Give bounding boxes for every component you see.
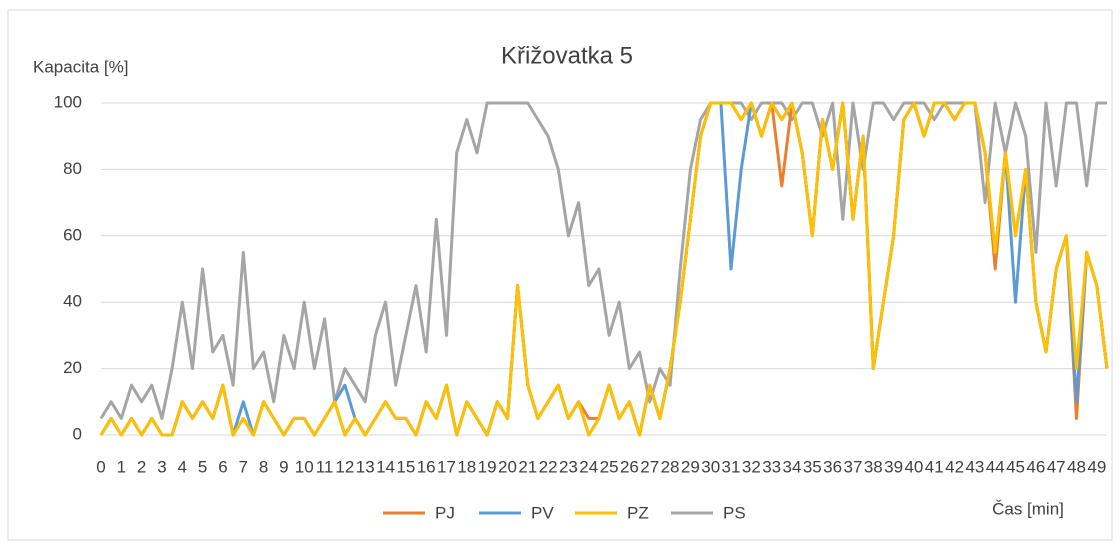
x-tick-label: 39	[884, 457, 903, 476]
x-tick-label: 6	[218, 457, 227, 476]
x-tick-label: 49	[1087, 457, 1106, 476]
x-tick-label: 2	[137, 457, 146, 476]
y-axis-title: Kapacita [%]	[33, 57, 128, 76]
x-tick-label: 46	[1026, 457, 1045, 476]
x-tick-label: 43	[965, 457, 984, 476]
x-tick-label: 27	[640, 457, 659, 476]
chart-border	[7, 9, 1113, 541]
x-tick-label: 33	[762, 457, 781, 476]
y-tick-label: 0	[73, 424, 82, 443]
x-tick-label: 14	[376, 457, 395, 476]
x-axis-title: Čas [min]	[992, 499, 1064, 518]
x-tick-label: 18	[457, 457, 476, 476]
x-tick-label: 12	[335, 457, 354, 476]
x-tick-label: 3	[157, 457, 166, 476]
x-tick-label: 41	[925, 457, 944, 476]
data-line	[99, 101, 1109, 437]
x-tick-label: 1	[117, 457, 126, 476]
x-tick-label: 31	[722, 457, 741, 476]
y-tick-label: 40	[63, 292, 82, 311]
x-tick-label: 9	[279, 457, 288, 476]
x-tick-label: 37	[843, 457, 862, 476]
x-tick-label: 38	[864, 457, 883, 476]
x-tick-label: 17	[437, 457, 456, 476]
x-tick-label: 10	[295, 457, 314, 476]
x-tick-label: 28	[661, 457, 680, 476]
x-tick-label: 35	[803, 457, 822, 476]
legend-label: PV	[531, 503, 554, 522]
x-tick-label: 24	[579, 457, 598, 476]
x-tick-label: 11	[316, 457, 334, 476]
x-tick-label: 34	[783, 457, 802, 476]
x-tick-label: 20	[498, 457, 517, 476]
x-tick-label: 30	[701, 457, 720, 476]
x-tick-label: 0	[96, 457, 105, 476]
x-tick-label: 29	[681, 457, 700, 476]
y-tick-label: 80	[63, 159, 82, 178]
y-tick-label: 20	[63, 358, 82, 377]
legend-label: PJ	[435, 503, 455, 522]
x-tick-label: 36	[823, 457, 842, 476]
x-tick-label: 44	[986, 457, 1005, 476]
x-tick-label: 25	[600, 457, 619, 476]
x-tick-label: 7	[239, 457, 248, 476]
legend-label: PZ	[627, 503, 649, 522]
y-tick-label: 60	[63, 225, 82, 244]
x-tick-label: 4	[178, 457, 187, 476]
legend-label: PS	[723, 503, 746, 522]
x-tick-label: 40	[904, 457, 923, 476]
x-tick-label: 5	[198, 457, 207, 476]
x-tick-label: 16	[417, 457, 436, 476]
x-tick-label: 8	[259, 457, 268, 476]
x-tick-label: 48	[1067, 457, 1086, 476]
chart-title: Křižovatka 5	[501, 42, 633, 69]
x-tick-label: 32	[742, 457, 761, 476]
data-line	[99, 101, 1107, 420]
x-tick-label: 45	[1006, 457, 1025, 476]
x-tick-label: 21	[518, 457, 537, 476]
x-tick-label: 22	[539, 457, 558, 476]
x-tick-label: 26	[620, 457, 639, 476]
x-tick-label: 15	[396, 457, 415, 476]
x-tick-label: 19	[478, 457, 497, 476]
y-tick-label: 100	[54, 92, 82, 111]
x-tick-label: 42	[945, 457, 964, 476]
x-tick-label: 47	[1047, 457, 1066, 476]
x-tick-label: 13	[356, 457, 375, 476]
x-tick-label: 23	[559, 457, 578, 476]
